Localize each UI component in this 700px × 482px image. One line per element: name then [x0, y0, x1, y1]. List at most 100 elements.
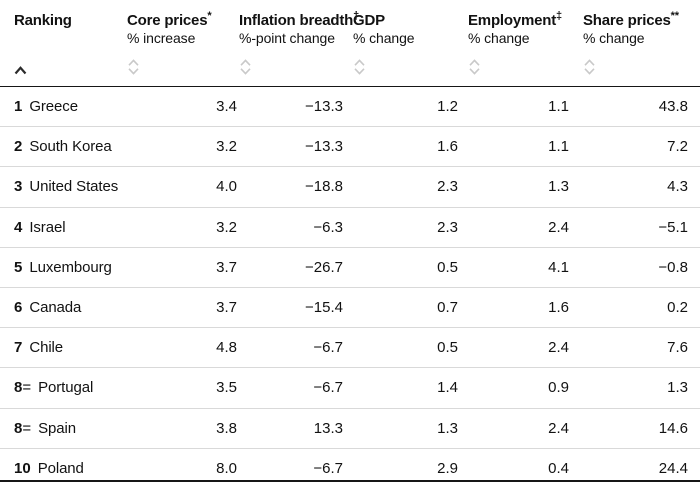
header-cell-employment: Employment‡ % change [468, 7, 583, 47]
share-prices-value: 14.6 [658, 419, 688, 437]
gdp-value: 0.5 [437, 258, 458, 276]
gdp-value: 0.7 [437, 299, 458, 317]
gdp-value: 1.2 [437, 98, 458, 116]
share-prices-value: 24.4 [658, 459, 688, 477]
table-row: 8= Portugal 3.5 −6.7 1.4 0.9 1.3 [0, 367, 700, 407]
employment-value: 2.4 [548, 339, 569, 357]
core-prices-value: 3.2 [216, 138, 237, 156]
sort-toggle-icon-core-prices[interactable] [127, 59, 140, 75]
inflation-breadth-value: −13.3 [305, 138, 343, 156]
column-title: Employment [468, 12, 557, 29]
core-prices-value: 4.8 [216, 339, 237, 357]
column-subtitle: % increase [127, 30, 196, 46]
core-prices-value: 3.5 [216, 379, 237, 397]
share-prices-value: 0.2 [667, 299, 688, 317]
employment-value: 1.1 [548, 138, 569, 156]
share-prices-value: −5.1 [658, 218, 688, 236]
gdp-value: 2.3 [437, 218, 458, 236]
inflation-breadth-value: −15.4 [305, 299, 343, 317]
table-row: 8= Spain 3.8 13.3 1.3 2.4 14.6 [0, 407, 700, 448]
column-title: Inflation breadth [239, 12, 354, 29]
table-header-row: Ranking Core prices* % increase Inflatio… [0, 0, 700, 46]
rank-label: 10 [14, 459, 31, 477]
sort-toggle-icon-gdp[interactable] [353, 59, 366, 75]
table-row: 1 Greece 3.4 −13.3 1.2 1.1 43.8 [0, 87, 700, 126]
gdp-value: 0.5 [437, 339, 458, 357]
column-subtitle: % change [353, 30, 415, 46]
column-title: Core prices [127, 12, 208, 29]
gdp-value: 2.9 [437, 459, 458, 477]
column-title: GDP [353, 12, 385, 29]
gdp-value: 1.4 [437, 379, 458, 397]
header-cell-share-prices: Share prices** % change [583, 7, 700, 47]
inflation-breadth-value: −18.8 [305, 178, 343, 196]
inflation-breadth-value: −26.7 [305, 258, 343, 276]
table-row: 10 Poland 8.0 −6.7 2.9 0.4 24.4 [0, 447, 700, 482]
employment-value: 1.6 [548, 299, 569, 317]
table-row: 4 Israel 3.2 −6.3 2.3 2.4 −5.1 [0, 206, 700, 247]
inflation-breadth-value: 13.3 [313, 419, 343, 437]
share-prices-value: 43.8 [658, 98, 688, 116]
country-label: Greece [29, 98, 78, 116]
rank-label: 7 [14, 339, 23, 357]
header-cell-gdp: GDP % change [353, 7, 468, 47]
footnote-marker: ‡ [556, 10, 562, 22]
country-label: Spain [38, 419, 76, 437]
country-label: Canada [29, 299, 82, 317]
sort-toggle-icon-inflation-breadth[interactable] [239, 59, 252, 75]
core-prices-value: 8.0 [216, 459, 237, 477]
share-prices-value: 4.3 [667, 178, 688, 196]
sort-toggle-icon-share-prices[interactable] [583, 59, 596, 75]
country-label: Portugal [38, 379, 94, 397]
inflation-breadth-value: −6.7 [313, 339, 343, 357]
footnote-marker: ** [670, 10, 679, 22]
inflation-breadth-value: −6.3 [313, 218, 343, 236]
table-row: 6 Canada 3.7 −15.4 0.7 1.6 0.2 [0, 286, 700, 327]
share-prices-value: 7.6 [667, 339, 688, 357]
country-label: South Korea [29, 138, 112, 156]
gdp-value: 1.3 [437, 419, 458, 437]
table-row: 7 Chile 4.8 −6.7 0.5 2.4 7.6 [0, 327, 700, 367]
gdp-value: 1.6 [437, 138, 458, 156]
header-cell-ranking: Ranking [0, 7, 127, 47]
footnote-marker: † [353, 10, 360, 22]
rank-label: 4 [14, 218, 23, 236]
country-label: Luxembourg [29, 258, 112, 276]
header-cell-core-prices: Core prices* % increase [127, 7, 239, 47]
country-label: Chile [29, 339, 64, 357]
inflation-breadth-value: −6.7 [313, 379, 343, 397]
table-bottom-rule [0, 480, 700, 482]
rank-label: 8= [14, 379, 32, 397]
header-cell-inflation-breadth: Inflation breadth† %-point change [239, 7, 359, 47]
column-title: Ranking [14, 12, 72, 29]
employment-value: 2.4 [548, 419, 569, 437]
footnote-marker: * [207, 10, 212, 22]
employment-value: 1.3 [548, 178, 569, 196]
share-prices-value: 7.2 [667, 138, 688, 156]
inflation-breadth-value: −13.3 [305, 98, 343, 116]
sort-controls-row [0, 46, 700, 87]
column-subtitle: % change [468, 30, 530, 46]
gdp-value: 2.3 [437, 178, 458, 196]
country-label: Israel [29, 218, 66, 236]
country-label: United States [29, 178, 119, 196]
share-prices-value: 1.3 [667, 379, 688, 397]
sort-ascending-icon[interactable] [14, 66, 27, 75]
rank-label: 6 [14, 299, 23, 317]
sort-toggle-icon-employment[interactable] [468, 59, 481, 75]
employment-value: 1.1 [548, 98, 569, 116]
core-prices-value: 4.0 [216, 178, 237, 196]
share-prices-value: −0.8 [658, 258, 688, 276]
column-subtitle: % change [583, 30, 645, 46]
core-prices-value: 3.4 [216, 98, 237, 116]
core-prices-value: 3.8 [216, 419, 237, 437]
employment-value: 2.4 [548, 218, 569, 236]
core-prices-value: 3.7 [216, 299, 237, 317]
core-prices-value: 3.2 [216, 218, 237, 236]
rank-label: 8= [14, 419, 32, 437]
employment-value: 0.4 [548, 459, 569, 477]
table-row: 3 United States 4.0 −18.8 2.3 1.3 4.3 [0, 166, 700, 206]
rank-label: 5 [14, 258, 23, 276]
rank-label: 2 [14, 138, 23, 156]
